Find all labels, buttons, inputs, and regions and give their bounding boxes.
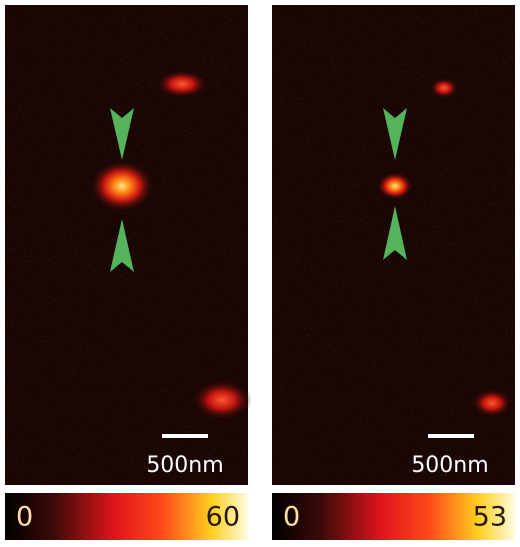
colorbar-min: 0 <box>283 502 300 533</box>
spot <box>430 78 458 98</box>
panel-right: 500nm 0 53 <box>272 5 515 540</box>
colorbar-min: 0 <box>16 502 33 533</box>
colorbar-max: 60 <box>206 502 240 533</box>
spot <box>377 172 413 200</box>
panel-left: 500nm 0 60 <box>5 5 252 540</box>
colorbar <box>272 493 515 540</box>
spot <box>472 389 512 417</box>
spot <box>192 380 252 420</box>
arrowhead <box>383 108 407 160</box>
arrowhead <box>383 206 407 260</box>
spot <box>156 70 208 98</box>
scale-bar-label: 500nm <box>411 453 488 478</box>
scale-bar-label: 500nm <box>146 453 223 478</box>
arrowhead <box>110 108 134 160</box>
colorbar-max: 53 <box>473 502 507 533</box>
spot <box>90 160 154 212</box>
colorbar <box>5 493 248 540</box>
arrowhead <box>110 219 134 272</box>
